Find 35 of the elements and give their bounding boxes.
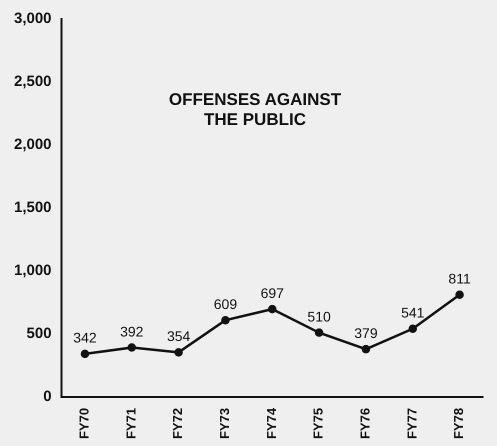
point — [455, 290, 464, 300]
point — [128, 343, 136, 352]
point — [221, 316, 230, 324]
y-tick-label: 0 — [43, 388, 52, 406]
point — [408, 324, 418, 334]
point — [314, 328, 324, 337]
data-label: 392 — [120, 323, 144, 340]
point — [268, 304, 277, 314]
y-tick-label: 1,000 — [14, 262, 52, 280]
x-tick-label: FY77 — [404, 408, 420, 440]
data-label: 609 — [214, 296, 238, 312]
y-tick-label: 2,500 — [14, 73, 52, 90]
y-tick-label: 3,000 — [14, 10, 52, 28]
x-tick-label: FY76 — [358, 408, 373, 440]
x-tick-label: FY73 — [217, 408, 232, 440]
text: OFFENSES AGAINST THE PUBLIC — [168, 90, 342, 130]
data-label: 541 — [401, 304, 425, 321]
data-label: 697 — [260, 284, 284, 301]
y-tick-label: 2,000 — [14, 136, 52, 154]
x-tick-label: FY78 — [451, 408, 466, 440]
data-label: 379 — [354, 325, 378, 342]
x-tick-label: FY71 — [123, 408, 138, 440]
point — [80, 350, 90, 358]
data-label: 354 — [166, 328, 190, 344]
x-tick-label: FY75 — [310, 408, 326, 440]
point — [362, 344, 370, 354]
data-label: 342 — [73, 330, 97, 346]
data-label: 811 — [448, 270, 471, 287]
x-tick-label: FY74 — [264, 407, 279, 440]
y-tick-label: 500 — [26, 325, 52, 342]
x-tick-label: FY70 — [76, 408, 92, 440]
x-tick-label: FY72 — [170, 408, 186, 440]
point — [174, 348, 183, 357]
y-tick-label: 1,500 — [14, 199, 52, 216]
data-label: 510 — [307, 308, 331, 325]
